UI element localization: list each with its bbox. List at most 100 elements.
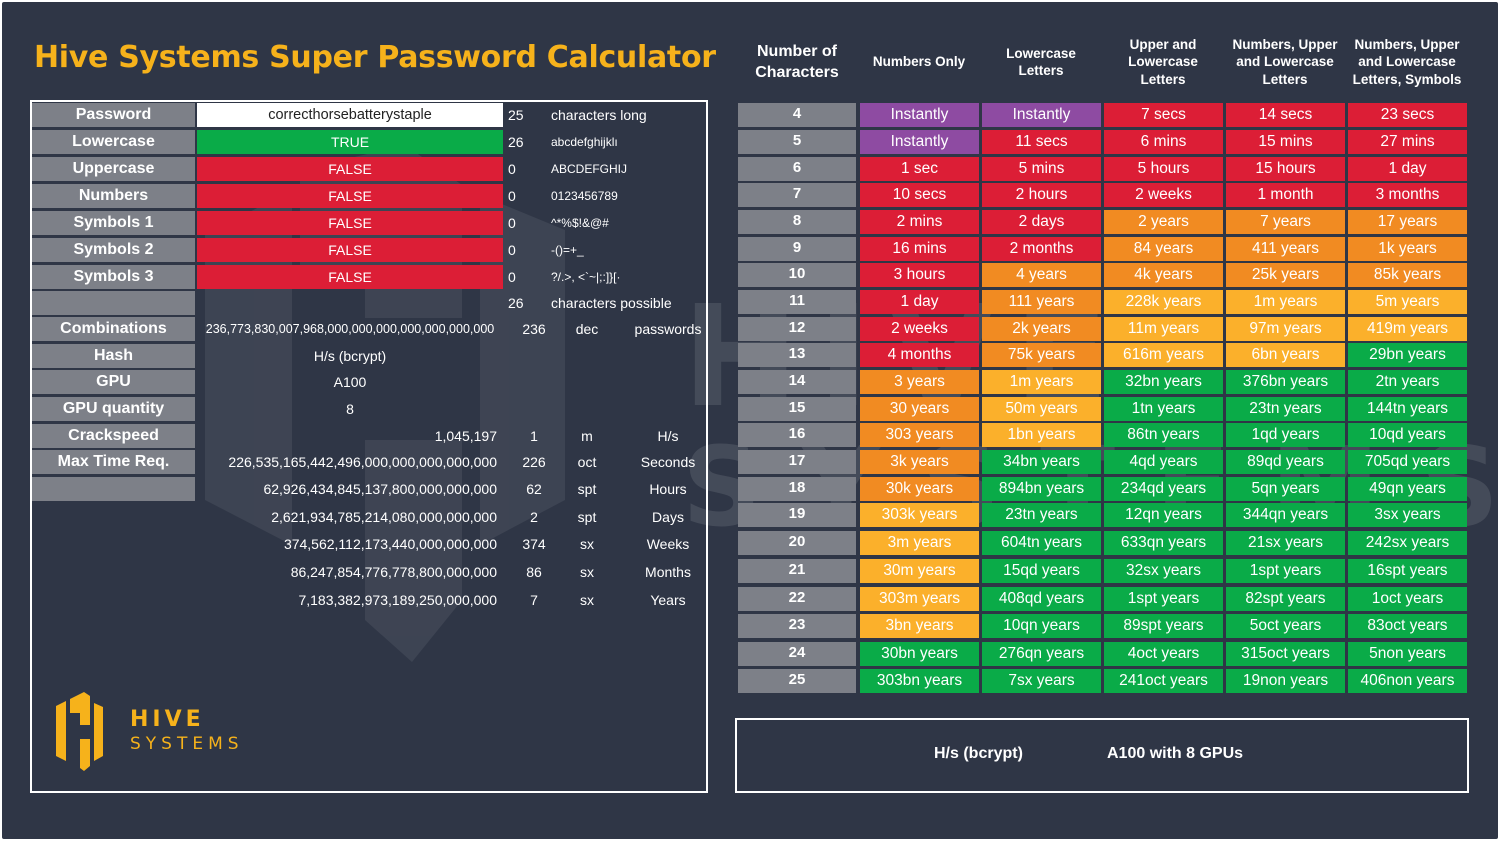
combinations-row: Combinations 236,773,830,007,968,000,000… (30, 317, 710, 342)
crack-time-cell: 23tn years (1226, 397, 1345, 421)
crack-time-cell: 3sx years (1348, 503, 1467, 527)
column-header-line: Lowercase (1006, 45, 1076, 61)
uppercase-row: Uppercase FALSE 0 ABCDEFGHIJ (30, 157, 710, 182)
crack-time-cell: 3bn years (860, 614, 979, 638)
combinations-count: 236 (522, 321, 546, 337)
crackspeed-unit2: H/s (657, 428, 679, 444)
row-length-label: 9 (738, 237, 856, 261)
crack-time-cell: 34bn years (982, 450, 1101, 474)
crack-time-cell: 3 years (860, 370, 979, 394)
row-length-label: 17 (738, 450, 856, 474)
days-count: 2 (530, 509, 538, 525)
gpu-row: GPU A100 (30, 370, 710, 395)
crack-time-cell: 419m years (1348, 317, 1467, 341)
column-header-line: Letters (1140, 71, 1186, 87)
months-unit2: Months (645, 564, 691, 580)
crack-time-cell: 2 weeks (1104, 183, 1223, 207)
column-header-line: Lowercase (1128, 54, 1198, 70)
combinations-value: 236,773,830,007,968,000,000,000,000,000,… (205, 322, 495, 336)
crack-time-cell: 15qd years (982, 559, 1101, 583)
column-header-line: Numbers, Upper (1232, 36, 1338, 52)
crack-time-cell: 32bn years (1104, 370, 1223, 394)
symbols3-row: Symbols 3 FALSE 0 ?/.>, <`~|;:]}[· (30, 265, 710, 290)
crack-time-cell: 303m years (860, 587, 979, 611)
days-unit: spt (577, 509, 597, 525)
max-time-unit2: Seconds (640, 454, 696, 470)
crack-time-cell: 17 years (1348, 210, 1467, 234)
symbols3-chars: ?/.>, <`~|;:]}[· (551, 270, 621, 284)
possible-desc: characters possible (551, 295, 672, 311)
hours-value: 62,926,434,845,137,800,000,000,000 (263, 481, 497, 497)
crack-time-cell: 303bn years (860, 669, 979, 693)
footer-hash: H/s (bcrypt) (934, 745, 1023, 762)
column-header-line: and Lowercase (1358, 54, 1456, 70)
max-time-value: 226,535,165,442,496,000,000,000,000,000 (228, 454, 497, 470)
hash-label: Hash (32, 344, 195, 368)
crack-time-cell: 7 years (1226, 210, 1345, 234)
crack-time-cell: 406non years (1348, 669, 1467, 693)
combinations-unit: dec (575, 321, 599, 337)
row-length-label: 15 (738, 397, 856, 421)
years-row: 7,183,382,973,189,250,000,000 7 sx Years (30, 588, 710, 613)
crack-time-cell: 19non years (1226, 669, 1345, 693)
crack-time-cell: 1oct years (1348, 587, 1467, 611)
footer-gpu: A100 with 8 GPUs (1107, 745, 1244, 762)
column-header-2: Lowercase Letters (981, 45, 1101, 80)
row-length-label: 22 (738, 587, 856, 611)
crack-time-cell: 89spt years (1104, 614, 1223, 638)
hash-row: Hash H/s (bcrypt) (30, 344, 710, 369)
possible-row: 26 characters possible (30, 291, 710, 316)
uppercase-count: 0 (508, 161, 516, 177)
symbols2-label: Symbols 2 (32, 238, 195, 262)
crack-time-cell: 6bn years (1226, 343, 1345, 367)
symbols2-value: FALSE (197, 238, 503, 262)
crackspeed-label: Crackspeed (32, 424, 195, 448)
column-header-4: Numbers, Upper and Lowercase Letters (1225, 36, 1345, 89)
crack-time-cell: 3m years (860, 531, 979, 555)
uppercase-chars: ABCDEFGHIJ (551, 162, 628, 176)
password-input[interactable]: correcthorsebatterystaple (197, 103, 503, 127)
crack-time-cell: 7 secs (1104, 103, 1223, 127)
crack-time-cell: 144tn years (1348, 397, 1467, 421)
crack-time-cell: 2 years (1104, 210, 1223, 234)
hours-label-blank (32, 477, 195, 501)
crack-time-cell: 10qd years (1348, 423, 1467, 447)
crack-time-cell: 241oct years (1104, 669, 1223, 693)
row-length-label: 14 (738, 370, 856, 394)
row-length-label: 12 (738, 317, 856, 341)
crack-time-cell: 5 mins (982, 157, 1101, 181)
max-time-unit: oct (577, 454, 597, 470)
crack-time-cell: 2 days (982, 210, 1101, 234)
weeks-row: 374,562,112,173,440,000,000,000 374 sx W… (30, 532, 710, 557)
row-length-label: 16 (738, 423, 856, 447)
row-length-label: 11 (738, 290, 856, 314)
crack-time-cell: 27 mins (1348, 130, 1467, 154)
crack-time-cell: 242sx years (1348, 531, 1467, 555)
crack-time-cell: 4 months (860, 343, 979, 367)
crack-time-cell: 303 years (860, 423, 979, 447)
crack-time-cell: 2k years (982, 317, 1101, 341)
column-header-line: Letters (1018, 63, 1064, 78)
max-time-count: 226 (522, 454, 546, 470)
column-header-line: Upper and (1129, 36, 1197, 52)
gpu-quantity-value: 8 (346, 401, 354, 417)
crack-time-cell: 1spt years (1104, 587, 1223, 611)
crack-time-cell: 2 months (982, 237, 1101, 261)
crack-time-cell: 303k years (860, 503, 979, 527)
crack-time-cell: 5qn years (1226, 477, 1345, 501)
column-header-line: Letters, Symbols (1352, 71, 1462, 87)
crack-time-cell: 84 years (1104, 237, 1223, 261)
crack-time-cell: 1m years (982, 370, 1101, 394)
crack-time-cell: 30k years (860, 477, 979, 501)
crack-time-cell: 3 hours (860, 263, 979, 287)
symbols1-count: 0 (508, 215, 516, 231)
crack-time-cell: 111 years (982, 290, 1101, 314)
weeks-unit2: Weeks (646, 536, 690, 552)
crack-time-cell: 234qd years (1104, 477, 1223, 501)
crack-time-cell: 5m years (1348, 290, 1467, 314)
crack-time-cell: 1 day (1348, 157, 1467, 181)
hours-unit2: Hours (649, 481, 687, 497)
row-length-label: 13 (738, 343, 856, 367)
crack-time-cell: 49qn years (1348, 477, 1467, 501)
